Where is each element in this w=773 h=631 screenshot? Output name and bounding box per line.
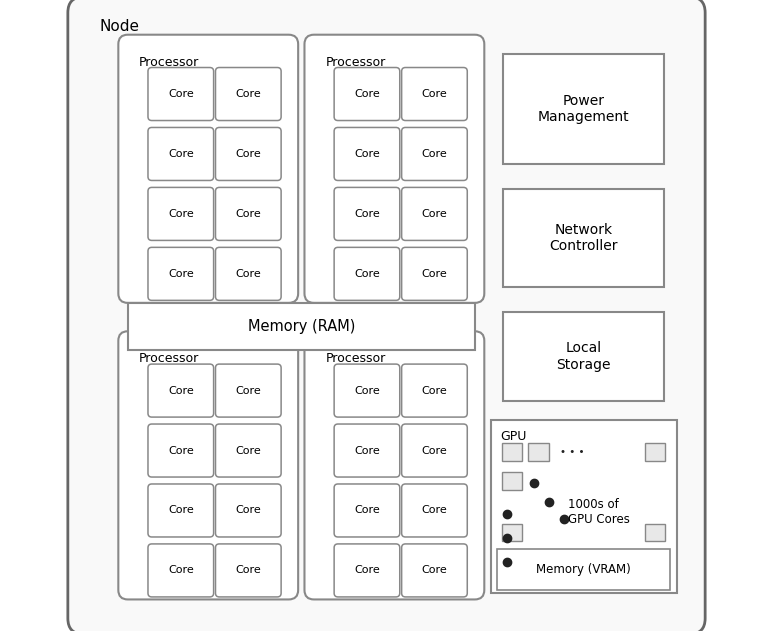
- FancyBboxPatch shape: [402, 544, 467, 597]
- Text: Core: Core: [421, 565, 448, 575]
- Bar: [502, 472, 523, 490]
- Bar: [503, 189, 664, 287]
- Text: Core: Core: [354, 505, 380, 516]
- Text: Core: Core: [354, 209, 380, 219]
- Text: Core: Core: [421, 386, 448, 396]
- FancyBboxPatch shape: [148, 187, 213, 240]
- FancyBboxPatch shape: [148, 424, 213, 477]
- FancyBboxPatch shape: [334, 364, 400, 417]
- Text: Core: Core: [354, 386, 380, 396]
- Text: GPU: GPU: [501, 430, 527, 443]
- Text: Core: Core: [236, 269, 261, 279]
- Bar: [502, 524, 523, 541]
- Text: Core: Core: [421, 505, 448, 516]
- Text: Network
Controller: Network Controller: [550, 223, 618, 253]
- FancyBboxPatch shape: [402, 127, 467, 180]
- FancyBboxPatch shape: [402, 364, 467, 417]
- Text: Core: Core: [168, 505, 194, 516]
- FancyBboxPatch shape: [148, 247, 213, 300]
- Text: Core: Core: [236, 505, 261, 516]
- Text: Core: Core: [354, 445, 380, 456]
- FancyBboxPatch shape: [305, 35, 485, 303]
- FancyBboxPatch shape: [148, 484, 213, 537]
- Text: Core: Core: [421, 209, 448, 219]
- Text: Core: Core: [354, 149, 380, 159]
- FancyBboxPatch shape: [68, 0, 705, 631]
- Text: Core: Core: [354, 269, 380, 279]
- FancyBboxPatch shape: [118, 35, 298, 303]
- FancyBboxPatch shape: [216, 484, 281, 537]
- FancyBboxPatch shape: [305, 331, 485, 599]
- Bar: [645, 443, 666, 461]
- Text: Core: Core: [168, 565, 194, 575]
- FancyBboxPatch shape: [216, 187, 281, 240]
- Text: Core: Core: [168, 269, 194, 279]
- FancyBboxPatch shape: [402, 68, 467, 121]
- Text: Memory (RAM): Memory (RAM): [247, 319, 355, 334]
- FancyBboxPatch shape: [334, 247, 400, 300]
- Text: Processor: Processor: [139, 56, 199, 69]
- Text: Processor: Processor: [325, 352, 386, 365]
- Bar: [491, 420, 676, 593]
- FancyBboxPatch shape: [334, 127, 400, 180]
- FancyBboxPatch shape: [334, 484, 400, 537]
- FancyBboxPatch shape: [334, 187, 400, 240]
- FancyBboxPatch shape: [216, 424, 281, 477]
- Text: Processor: Processor: [139, 352, 199, 365]
- Text: Core: Core: [236, 89, 261, 99]
- FancyBboxPatch shape: [334, 424, 400, 477]
- Text: Core: Core: [168, 89, 194, 99]
- FancyBboxPatch shape: [402, 247, 467, 300]
- Bar: [128, 303, 475, 350]
- Bar: [645, 524, 666, 541]
- Text: Core: Core: [236, 565, 261, 575]
- Text: Core: Core: [168, 445, 194, 456]
- FancyBboxPatch shape: [216, 247, 281, 300]
- FancyBboxPatch shape: [334, 544, 400, 597]
- Bar: [529, 443, 549, 461]
- FancyBboxPatch shape: [334, 68, 400, 121]
- Text: Core: Core: [421, 269, 448, 279]
- Text: Core: Core: [236, 149, 261, 159]
- Text: Core: Core: [236, 209, 261, 219]
- FancyBboxPatch shape: [402, 187, 467, 240]
- Text: Core: Core: [236, 386, 261, 396]
- Bar: [497, 549, 670, 590]
- Text: Core: Core: [421, 445, 448, 456]
- Bar: [503, 54, 664, 164]
- Text: Core: Core: [168, 386, 194, 396]
- Text: Memory (VRAM): Memory (VRAM): [536, 563, 631, 576]
- FancyBboxPatch shape: [402, 484, 467, 537]
- FancyBboxPatch shape: [216, 68, 281, 121]
- FancyBboxPatch shape: [216, 364, 281, 417]
- FancyBboxPatch shape: [118, 331, 298, 599]
- FancyBboxPatch shape: [148, 364, 213, 417]
- FancyBboxPatch shape: [216, 127, 281, 180]
- Text: Core: Core: [354, 565, 380, 575]
- Text: Node: Node: [100, 19, 139, 34]
- Text: Core: Core: [421, 149, 448, 159]
- Bar: [502, 443, 523, 461]
- FancyBboxPatch shape: [148, 127, 213, 180]
- Text: Core: Core: [421, 89, 448, 99]
- Text: Core: Core: [168, 209, 194, 219]
- FancyBboxPatch shape: [216, 544, 281, 597]
- FancyBboxPatch shape: [148, 544, 213, 597]
- Text: Processor: Processor: [325, 56, 386, 69]
- Text: Core: Core: [236, 445, 261, 456]
- Text: Core: Core: [168, 149, 194, 159]
- Text: • • •: • • •: [560, 447, 584, 457]
- Text: Local
Storage: Local Storage: [557, 341, 611, 372]
- Text: Core: Core: [354, 89, 380, 99]
- Bar: [503, 312, 664, 401]
- FancyBboxPatch shape: [148, 68, 213, 121]
- Text: Power
Management: Power Management: [538, 94, 629, 124]
- Text: 1000s of
GPU Cores: 1000s of GPU Cores: [568, 498, 630, 526]
- FancyBboxPatch shape: [402, 424, 467, 477]
